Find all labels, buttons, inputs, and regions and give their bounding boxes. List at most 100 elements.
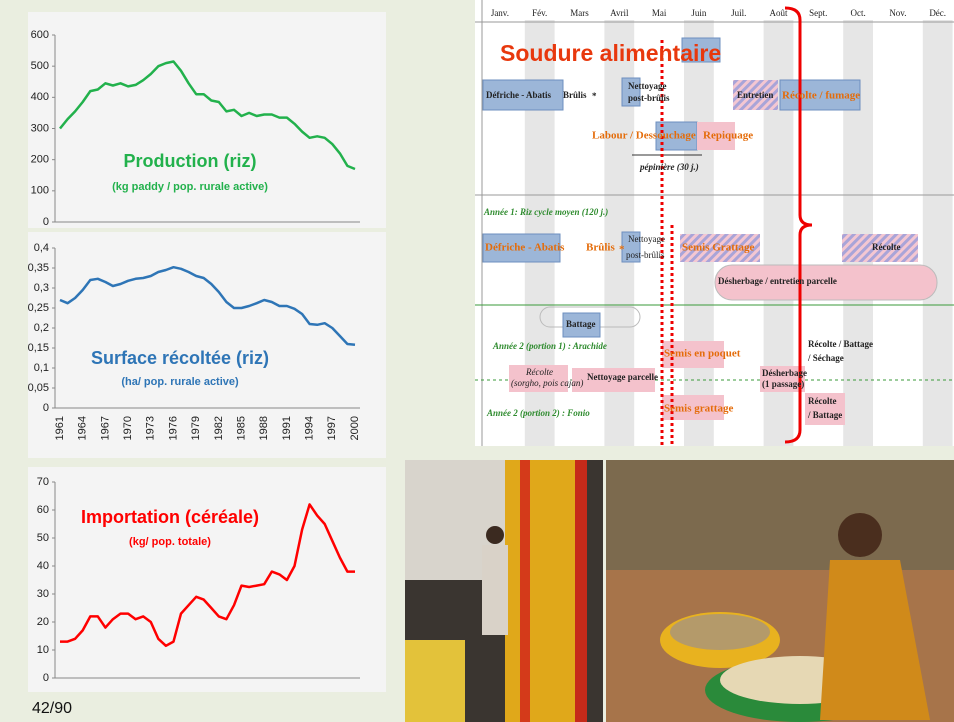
activity-label: Battage [566, 319, 596, 329]
activity-label: Semis en poquet [664, 348, 741, 360]
chart-title: Importation (céréale) [81, 507, 259, 527]
activity-label: post-brûlis [626, 250, 665, 260]
month-label: Sept. [809, 8, 827, 18]
y-tick-label: 50 [37, 532, 49, 544]
month-label: Fév. [532, 8, 547, 18]
section-label: Année 2 (portion 2) : Fonio [486, 408, 590, 418]
activity-label: Brûlis [586, 242, 615, 254]
y-tick-label: 60 [37, 504, 49, 516]
activity-label: Labour / Dessouchage [592, 130, 696, 142]
chart-subtitle: (kg paddy / pop. rurale active) [112, 181, 268, 193]
x-tick-label: 1985 [235, 416, 247, 440]
photo-part [405, 640, 465, 722]
y-tick-label: 300 [31, 122, 49, 134]
y-tick-label: 500 [31, 60, 49, 72]
month-label: Nov. [889, 8, 906, 18]
photo-part [486, 526, 504, 544]
photo-part [606, 460, 954, 570]
activity-label: Nettoyage [628, 81, 666, 91]
activity-label: Nettoyage [628, 234, 665, 244]
activity-label: Nettoyage parcelle [587, 372, 658, 382]
month-label: Mars [570, 8, 589, 18]
activity-label: Repiquage [703, 130, 753, 142]
y-tick-label: 0,3 [34, 282, 49, 294]
month-stripe [923, 20, 953, 446]
chart-subtitle: (kg/ pop. totale) [129, 536, 211, 548]
y-tick-label: 0,4 [34, 242, 49, 254]
y-tick-label: 30 [37, 588, 49, 600]
y-tick-label: 0,35 [28, 262, 49, 274]
month-label: Mai [652, 8, 667, 18]
y-tick-label: 600 [31, 29, 49, 41]
activity-label: Récolte / fumage [782, 90, 860, 102]
photo-part [670, 614, 770, 650]
x-tick-label: 1982 [213, 416, 225, 440]
photo-warehouse [405, 460, 603, 722]
y-tick-label: 100 [31, 185, 49, 197]
month-label: Août [770, 8, 788, 18]
x-tick-label: 1994 [304, 416, 316, 440]
calendar-title: Soudure alimentaire [500, 40, 721, 66]
x-tick-label: 1973 [145, 416, 157, 440]
activity-label: Récolte [525, 367, 553, 377]
activity-label: pépinière (30 j.) [639, 162, 699, 172]
y-tick-label: 0 [43, 216, 49, 228]
y-tick-label: 0,15 [28, 342, 49, 354]
x-tick-label: 1970 [122, 416, 134, 440]
month-label: Déc. [929, 8, 946, 18]
calendar: Janv. Fév. Mars Avril Mai Juin Juil. Août Sept. O… [475, 0, 954, 446]
activity-label: Récolte [872, 242, 900, 252]
activity-label: Désherbage [762, 368, 807, 378]
y-tick-label: 200 [31, 154, 49, 166]
x-tick-label: 1991 [281, 416, 293, 440]
x-tick-label: 1964 [77, 416, 89, 440]
section-label: Année 2 (portion 1) : Arachide [492, 341, 607, 351]
month-label: Juin [691, 8, 707, 18]
activity-label: Récolte / Battage [808, 339, 873, 349]
x-tick-label: 1967 [99, 416, 111, 440]
activity-label: Semis grattage [664, 403, 733, 415]
x-tick-label: 1976 [167, 416, 179, 440]
photo-part [520, 460, 530, 722]
activity-label: post-brûlis [628, 93, 670, 103]
photo-part [838, 513, 882, 557]
x-tick-label: 1997 [326, 416, 338, 440]
y-tick-label: 10 [37, 644, 49, 656]
activity-label: / Séchage [807, 353, 844, 363]
y-tick-label: 400 [31, 91, 49, 103]
activity-label: Récolte [808, 396, 836, 406]
y-tick-label: 20 [37, 616, 49, 628]
month-label: Juil. [731, 8, 746, 18]
y-tick-label: 0,1 [34, 362, 49, 374]
month-label: Oct. [850, 8, 865, 18]
month-stripe [684, 20, 714, 446]
photo-market [606, 460, 954, 722]
month-label: Janv. [491, 8, 509, 18]
photo-part [505, 460, 575, 722]
activity-label: Semis Grattage [682, 242, 755, 254]
x-tick-label: 1988 [258, 416, 270, 440]
chart-panel [28, 467, 386, 692]
activity-label: (sorgho, pois cajan) [511, 378, 583, 388]
activity-label: / Battage [807, 410, 842, 420]
y-tick-label: 0 [43, 402, 49, 414]
y-tick-label: 40 [37, 560, 49, 572]
y-tick-label: 0,05 [28, 382, 49, 394]
x-tick-label: 1961 [54, 416, 66, 440]
activity-label: Brûlis [563, 90, 587, 100]
activity-label: Entretien [737, 90, 773, 100]
chart-title: Surface récoltée (riz) [91, 348, 269, 368]
slide: 0 100 200 300 400 500 600 0 0,05 0,1 0,15 0,2 0,25 0,… [0, 0, 954, 722]
activity-label: * [619, 244, 625, 256]
y-tick-label: 0,25 [28, 302, 49, 314]
y-tick-label: 0,2 [34, 322, 49, 334]
x-tick-label: 1979 [190, 416, 202, 440]
page-number: 42/90 [32, 700, 72, 717]
chart-panel [28, 12, 386, 228]
y-tick-label: 70 [37, 476, 49, 488]
activity-label: * [592, 91, 597, 101]
photo-part [482, 545, 508, 635]
activity-label: Désherbage / entretien parcelle [718, 276, 837, 286]
month-label: Avril [610, 8, 629, 18]
chart-title: Production (riz) [124, 151, 257, 171]
